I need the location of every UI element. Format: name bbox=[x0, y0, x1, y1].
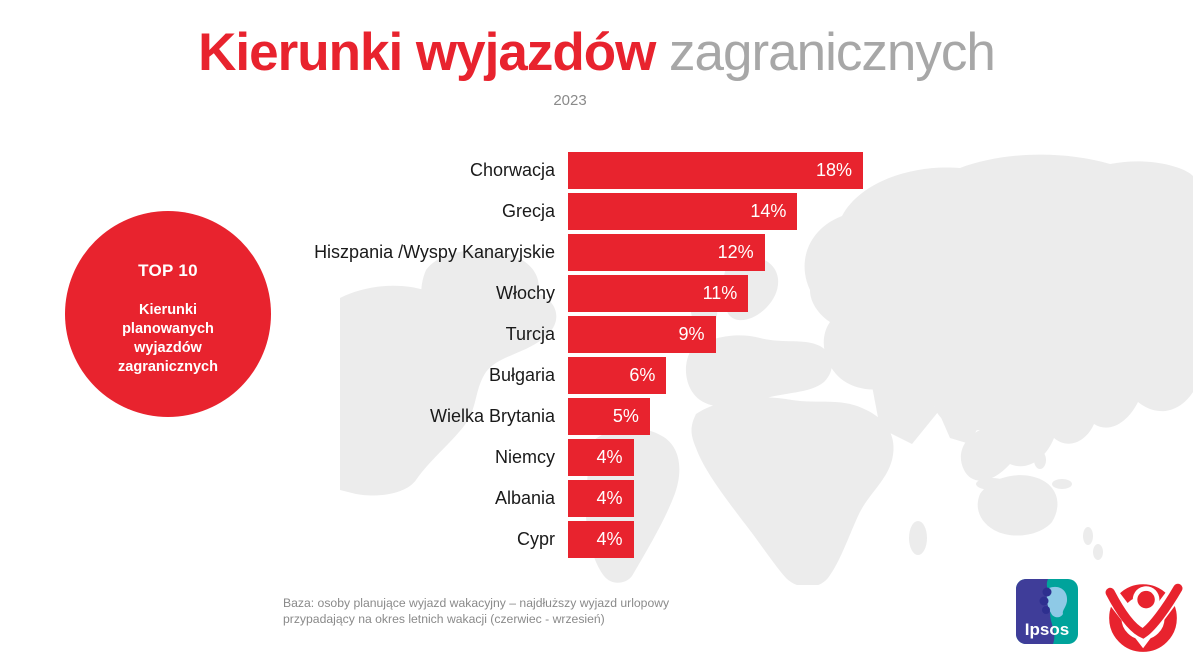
value-label: 9% bbox=[678, 324, 705, 344]
bar-row: Hiszpania /Wyspy Kanaryjskie 12% bbox=[285, 234, 905, 271]
bar-row: Bułgaria 6% bbox=[285, 357, 905, 394]
map-north-america bbox=[340, 282, 557, 496]
map-new-zealand-2 bbox=[1093, 544, 1103, 560]
value-label: 12% bbox=[717, 242, 754, 262]
bar: 4% bbox=[568, 439, 634, 476]
map-madagascar bbox=[909, 521, 927, 555]
bar-row: Chorwacja 18% bbox=[285, 152, 905, 189]
bar-row: Cypr 4% bbox=[285, 521, 905, 558]
bar-row: Wielka Brytania 5% bbox=[285, 398, 905, 435]
bar: 5% bbox=[568, 398, 650, 435]
bar: 14% bbox=[568, 193, 798, 230]
ipsos-logo: Ipsos bbox=[1016, 579, 1078, 644]
bar: 9% bbox=[568, 316, 716, 353]
page-title: Kierunki wyjazdów zagranicznych bbox=[0, 22, 1193, 83]
country-label: Grecja bbox=[501, 201, 555, 221]
partner-brand-logo bbox=[1103, 581, 1183, 652]
bar-row: Włochy 11% bbox=[285, 275, 905, 312]
bar-chart: Chorwacja 18% Grecja 14% Hiszpania /Wyspy Ka… bbox=[285, 152, 905, 562]
bar: 6% bbox=[568, 357, 667, 394]
country-label: Cypr bbox=[516, 529, 555, 549]
title-highlight: Kierunki wyjazdów bbox=[198, 23, 656, 82]
value-label: 18% bbox=[815, 160, 852, 180]
country-label: Włochy bbox=[495, 283, 555, 303]
map-philippines bbox=[1034, 451, 1046, 469]
bar-row: Grecja 14% bbox=[285, 193, 905, 230]
world-map-background bbox=[340, 154, 1193, 585]
ipsos-hair-curl-3 bbox=[1042, 606, 1050, 614]
footnote-line-2: przypadający na okres letnich wakacji (c… bbox=[283, 612, 605, 627]
ipsos-face-icon bbox=[1046, 586, 1068, 618]
map-africa bbox=[691, 397, 894, 585]
country-label: Albania bbox=[494, 488, 555, 508]
value-label: 6% bbox=[629, 365, 656, 385]
map-australia bbox=[977, 475, 1058, 536]
country-label: Turcja bbox=[505, 324, 555, 344]
bar: 4% bbox=[568, 521, 634, 558]
map-new-zealand-1 bbox=[1083, 527, 1093, 545]
value-label: 5% bbox=[612, 406, 639, 426]
footnote-line-1: Baza: osoby planujące wyjazd wakacyjny –… bbox=[283, 596, 670, 610]
bar-row: Turcja 9% bbox=[285, 316, 905, 353]
value-label: 4% bbox=[596, 447, 623, 467]
value-label: 4% bbox=[596, 488, 623, 508]
bar: 18% bbox=[568, 152, 863, 189]
ipsos-hair-curl-2 bbox=[1039, 596, 1049, 606]
map-indonesia-3 bbox=[1052, 479, 1072, 489]
bar-row: Niemcy 4% bbox=[285, 439, 905, 476]
country-label: Niemcy bbox=[494, 447, 555, 467]
map-europe bbox=[685, 335, 832, 407]
bar-row: Albania 4% bbox=[285, 480, 905, 517]
brand-person-head bbox=[1137, 590, 1155, 609]
footnote: Baza: osoby planujące wyjazd wakacyjny –… bbox=[283, 595, 669, 627]
country-label: Bułgaria bbox=[488, 365, 555, 385]
bar: 12% bbox=[568, 234, 765, 271]
value-label: 4% bbox=[596, 529, 623, 549]
ipsos-hair-curl-1 bbox=[1042, 587, 1052, 597]
brand-check-swoosh bbox=[1105, 583, 1183, 639]
title-rest: zagranicznych bbox=[655, 23, 996, 82]
value-label: 14% bbox=[750, 201, 787, 221]
ipsos-logo-text: Ipsos bbox=[1025, 620, 1069, 639]
country-label: Wielka Brytania bbox=[429, 406, 555, 426]
bar: 11% bbox=[568, 275, 749, 312]
country-label: Hiszpania /Wyspy Kanaryjskie bbox=[314, 242, 555, 262]
bar: 4% bbox=[568, 480, 634, 517]
year-subtitle: 2023 bbox=[553, 92, 587, 109]
top10-badge: TOP 10 Kierunki planowanych wyjazdów zag… bbox=[65, 211, 271, 417]
badge-heading: TOP 10 bbox=[138, 261, 198, 280]
badge-body: Kierunki planowanych wyjazdów zagraniczn… bbox=[118, 302, 218, 376]
map-asia bbox=[804, 154, 1193, 481]
value-label: 11% bbox=[702, 283, 738, 303]
country-label: Chorwacja bbox=[469, 160, 555, 180]
